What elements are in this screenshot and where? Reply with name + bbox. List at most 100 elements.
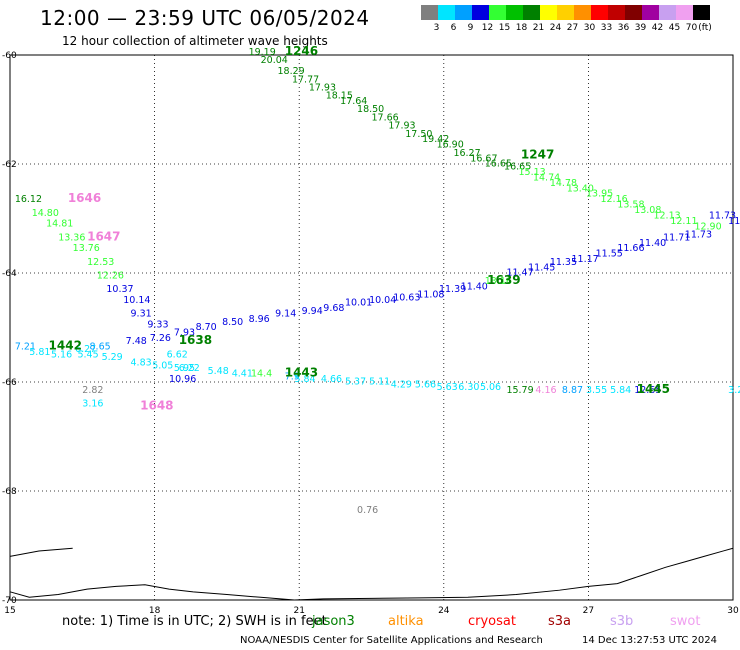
lat-tick-label: -62 bbox=[2, 160, 17, 170]
wave-height-value: 5.63 bbox=[437, 382, 458, 393]
coastline bbox=[9, 547, 73, 557]
colorbar-swatch bbox=[455, 5, 472, 20]
wave-height-value: 11.47 bbox=[506, 268, 533, 279]
colorbar-swatch bbox=[421, 5, 438, 20]
wave-height-value: 4.16 bbox=[535, 385, 556, 396]
wave-height-value: 14.4 bbox=[251, 369, 272, 380]
colorbar-label: 9 bbox=[467, 23, 474, 33]
wave-height-value: 7.9 bbox=[285, 371, 300, 382]
wave-height-value: 5.66 bbox=[415, 379, 436, 390]
wave-height-value: 6.62 bbox=[167, 349, 188, 360]
mission-label: jason3 bbox=[312, 614, 355, 629]
wave-height-value: 10.01 bbox=[345, 298, 372, 309]
wave-height-value: 5.84 bbox=[610, 385, 631, 396]
wave-height-value: 13.08 bbox=[634, 205, 661, 216]
wave-height-value: 7.21 bbox=[15, 341, 36, 352]
wave-height-value: 4.41 bbox=[232, 369, 253, 380]
mission-label: cryosat bbox=[468, 614, 516, 629]
lon-tick-label: 15 bbox=[4, 606, 15, 616]
wave-height-value: 11.40 bbox=[461, 281, 488, 292]
map-subtitle: 12 hour collection of altimeter wave hei… bbox=[62, 34, 328, 48]
generated-timestamp: 14 Dec 13:27:53 UTC 2024 bbox=[582, 635, 717, 646]
wave-height-value: 11.71 bbox=[663, 232, 690, 243]
wave-height-value: 15.13 bbox=[519, 167, 546, 178]
wave-height-value: 16.90 bbox=[437, 140, 464, 151]
pass-time-label: 1648 bbox=[140, 398, 173, 412]
wave-height-value: 17.50 bbox=[405, 129, 432, 140]
mission-label: swot bbox=[670, 614, 701, 629]
wave-height-value: 16.65 bbox=[504, 161, 531, 172]
colorbar-swatch bbox=[693, 5, 710, 20]
wave-height-value: 11.39 bbox=[439, 284, 466, 295]
wave-height-value: 16.67 bbox=[470, 153, 497, 164]
wave-height-value: 5.16 bbox=[51, 349, 72, 360]
wave-height-value: 10.04 bbox=[369, 295, 396, 306]
lat-tick-label: -64 bbox=[2, 269, 17, 279]
wave-height-value: 13.58 bbox=[617, 200, 644, 211]
wave-height-value: 13.36 bbox=[58, 232, 85, 243]
wave-height-value: 18.50 bbox=[357, 104, 384, 115]
colorbar-label: 36 bbox=[617, 23, 630, 33]
wave-height-value: 9.14 bbox=[275, 309, 296, 320]
wave-height-value: 11.73 bbox=[685, 230, 712, 241]
colorbar-swatch bbox=[472, 5, 489, 20]
wave-height-value: 3.2 bbox=[728, 385, 740, 396]
wave-height-value: 8.87 bbox=[562, 385, 583, 396]
colorbar-label: 30 bbox=[583, 23, 596, 33]
wave-height-value: 10.96 bbox=[169, 374, 196, 385]
colorbar-swatch bbox=[659, 5, 676, 20]
pass-time-label: 1247 bbox=[521, 148, 554, 162]
wave-height-value: 14.78 bbox=[550, 178, 577, 189]
lon-tick-label: 21 bbox=[293, 606, 304, 616]
wave-height-value: 8.96 bbox=[249, 314, 270, 325]
wave-height-value: 14.80 bbox=[32, 208, 59, 219]
wave-height-value: 5.95 bbox=[174, 363, 195, 374]
wave-height-value: 7.48 bbox=[126, 336, 147, 347]
lon-tick-label: 30 bbox=[727, 606, 739, 616]
colorbar-label: 27 bbox=[566, 23, 579, 33]
wave-height-value: 17.77 bbox=[292, 74, 319, 85]
colorbar-swatch bbox=[676, 5, 693, 20]
wave-height-value: 10.14 bbox=[123, 295, 150, 306]
wave-height-value: 9.31 bbox=[131, 309, 152, 320]
lon-tick-label: 24 bbox=[438, 606, 450, 616]
wave-height-value: 11.40 bbox=[639, 238, 666, 249]
wave-height-value: 11.66 bbox=[617, 243, 644, 254]
colorbar-swatch bbox=[557, 5, 574, 20]
wave-height-value: 8.50 bbox=[222, 317, 243, 328]
wave-height-value: 16.65 bbox=[485, 159, 512, 170]
wave-height-value: 3.16 bbox=[82, 399, 103, 410]
wave-height-value: 5.29 bbox=[102, 352, 123, 363]
wave-height-value: 17.93 bbox=[309, 82, 336, 93]
colorbar-label: 3 bbox=[433, 23, 440, 33]
wave-height-value: 5.48 bbox=[208, 366, 229, 377]
wave-height-value: 11.3 bbox=[728, 216, 740, 227]
footer-note: note: 1) Time is in UTC; 2) SWH is in fe… bbox=[62, 614, 327, 629]
lat-tick-label: -66 bbox=[2, 378, 17, 388]
colorbar-swatch bbox=[625, 5, 642, 20]
map-frame bbox=[9, 54, 734, 601]
map-title: 12:00 — 23:59 UTC 06/05/2024 bbox=[40, 6, 370, 30]
pass-time-label: 1246 bbox=[285, 44, 318, 58]
wave-height-value: 5.81 bbox=[29, 347, 50, 358]
wave-height-value: 5.84 bbox=[294, 374, 315, 385]
pass-time-label: 1639 bbox=[487, 273, 520, 287]
colorbar-label: 33 bbox=[600, 23, 613, 33]
wave-height-value: 0.76 bbox=[357, 505, 378, 516]
colorbar-label: 39 bbox=[634, 23, 647, 33]
wave-height-value: 4.83 bbox=[131, 358, 152, 369]
colorbar-swatch bbox=[540, 5, 557, 20]
wave-height-value: 5.37 bbox=[345, 377, 366, 388]
wave-height-value: 17.93 bbox=[388, 121, 415, 132]
colorbar-label: 12 bbox=[481, 23, 494, 33]
wave-height-value: 6.30 bbox=[458, 382, 479, 393]
wave-height-value: 13.76 bbox=[73, 243, 100, 254]
wave-height-value: 11.17 bbox=[572, 254, 599, 265]
colorbar-label: 21 bbox=[532, 23, 545, 33]
wave-height-value: 13.95 bbox=[586, 189, 613, 200]
colorbar-swatch bbox=[489, 5, 506, 20]
wave-height-value: 20.04 bbox=[261, 55, 288, 66]
colorbar-label: 15 bbox=[498, 23, 511, 33]
wave-height-value: 17.66 bbox=[372, 112, 399, 123]
wave-height-value: 6.27 bbox=[75, 344, 96, 355]
